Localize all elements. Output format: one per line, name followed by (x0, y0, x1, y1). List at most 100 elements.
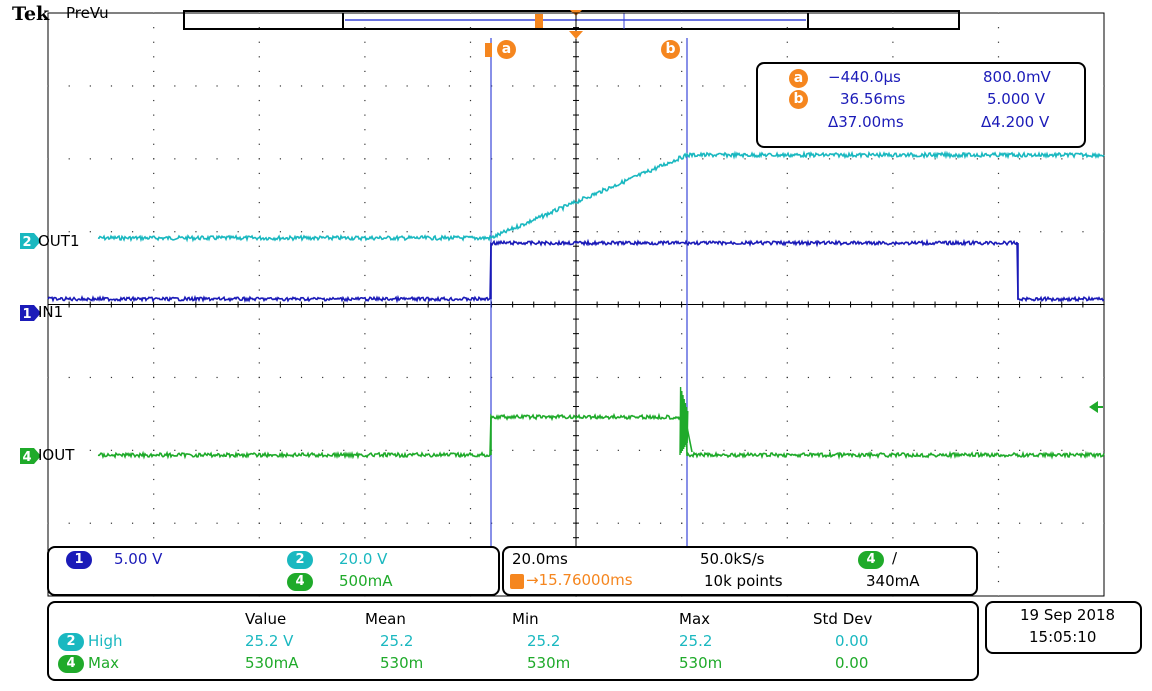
grid-dot (258, 216, 260, 218)
grid-dot (258, 158, 260, 160)
grid-dot (364, 420, 366, 422)
grid-dot (997, 333, 1000, 335)
grid-dot (364, 201, 366, 204)
cursor-b-badge: b (789, 90, 808, 109)
measurement-panel[interactable]: Value Mean Min Max Std Dev 2 High 25.2 V… (47, 601, 979, 681)
ch2-waveform (97, 150, 1105, 243)
grid-dot (469, 537, 472, 539)
cursor-a-value: 800.0mV (983, 68, 1051, 86)
channel-scale-panel[interactable]: 1 5.00 V 2 20.0 V 4 500mA (47, 546, 500, 596)
grid-dot (913, 522, 915, 524)
grid-dot (681, 245, 683, 247)
grid-dot (638, 231, 641, 233)
grid-dot (153, 449, 155, 451)
grid-dot (892, 406, 894, 408)
grid-dot (153, 187, 155, 189)
grid-dot (892, 158, 894, 160)
grid-dot (786, 478, 788, 481)
grid-dot (174, 376, 176, 379)
grid-dot (153, 172, 155, 175)
grid-dot (68, 85, 70, 87)
grid-dot (512, 376, 514, 379)
cursor-a-marker[interactable]: a (497, 40, 516, 59)
grid-dot (659, 231, 662, 233)
grid-dot (300, 449, 303, 451)
grid-dot (997, 522, 1000, 524)
grid-dot (892, 201, 894, 204)
grid-dot (617, 231, 619, 233)
grid-dot (892, 522, 894, 524)
grid-dot (258, 274, 260, 277)
grid-dot (850, 522, 852, 524)
datetime-panel: 19 Sep 2018 15:05:10 (985, 601, 1142, 654)
grid-dot (997, 187, 1000, 189)
grid-dot (765, 449, 767, 451)
grid-dot (702, 85, 704, 87)
grid-dot (638, 522, 641, 524)
grid-dot (469, 41, 472, 43)
grid-dot (237, 522, 239, 524)
grid-dot (153, 333, 155, 335)
row1-min: 25.2 (527, 632, 561, 650)
grid-dot (216, 158, 218, 160)
grid-dot (406, 449, 408, 451)
grid-dot (786, 406, 788, 408)
grid-dot (1019, 449, 1021, 451)
grid-dot (110, 158, 113, 160)
grid-dot (364, 129, 366, 131)
cursor-b-marker[interactable]: b (661, 40, 680, 59)
grid-dot (955, 231, 957, 233)
row1-value: 25.2 V (245, 632, 294, 650)
ch4-scale: 500mA (339, 572, 393, 590)
grid-dot (913, 449, 915, 451)
grid-dot (892, 478, 894, 481)
grid-dot (913, 376, 915, 379)
grid-dot (89, 85, 91, 87)
grid-dot (343, 522, 345, 524)
grid-dot (681, 376, 683, 379)
grid-dot (828, 376, 831, 379)
grid-dot (258, 478, 260, 481)
grid-dot (681, 41, 683, 43)
grid-dot (427, 522, 429, 524)
grid-dot (427, 449, 429, 451)
grid-dot (406, 85, 408, 87)
grid-dot (131, 449, 134, 451)
sample-rate: 50.0kS/s (700, 550, 765, 568)
grid-dot (786, 537, 788, 539)
timebase-trigger-panel[interactable]: 20.0ms 50.0kS/s 4 ∕ →15.76000ms 10k poin… (502, 546, 978, 596)
grid-dot (364, 56, 366, 58)
grid-dot (1082, 449, 1084, 451)
grid-dot (596, 85, 598, 87)
grid-dot (469, 464, 472, 466)
grid-dot (892, 376, 894, 379)
grid-dot (364, 376, 366, 379)
grid-dot (469, 143, 472, 145)
grid-dot (955, 522, 957, 524)
grid-dot (322, 231, 324, 233)
cursor-a-time: −440.0µs (828, 68, 901, 86)
grid-dot (1082, 376, 1084, 379)
cursor-b-time: 36.56ms (840, 90, 906, 108)
grid-dot (681, 129, 683, 131)
grid-dot (153, 493, 155, 495)
grid-dot (469, 99, 472, 102)
grid-dot (659, 522, 662, 524)
grid-dot (89, 376, 91, 379)
grid-dot (153, 508, 155, 510)
grid-dot (258, 493, 260, 495)
grid-dot (68, 231, 70, 233)
grid-dot (131, 85, 134, 87)
grid-dot (786, 347, 788, 349)
grid-dot (955, 376, 957, 379)
row2-value: 530mA (245, 654, 299, 672)
trigger-position-icon (510, 574, 524, 589)
grid-dot (997, 376, 1000, 379)
ch4-marker-number: 4 (22, 450, 31, 465)
grid-dot (681, 595, 683, 597)
cursor-a-handle (485, 43, 492, 57)
grid-dot (1019, 376, 1021, 379)
grid-dot (554, 449, 556, 451)
grid-dot (765, 522, 767, 524)
grid-dot (427, 158, 429, 160)
